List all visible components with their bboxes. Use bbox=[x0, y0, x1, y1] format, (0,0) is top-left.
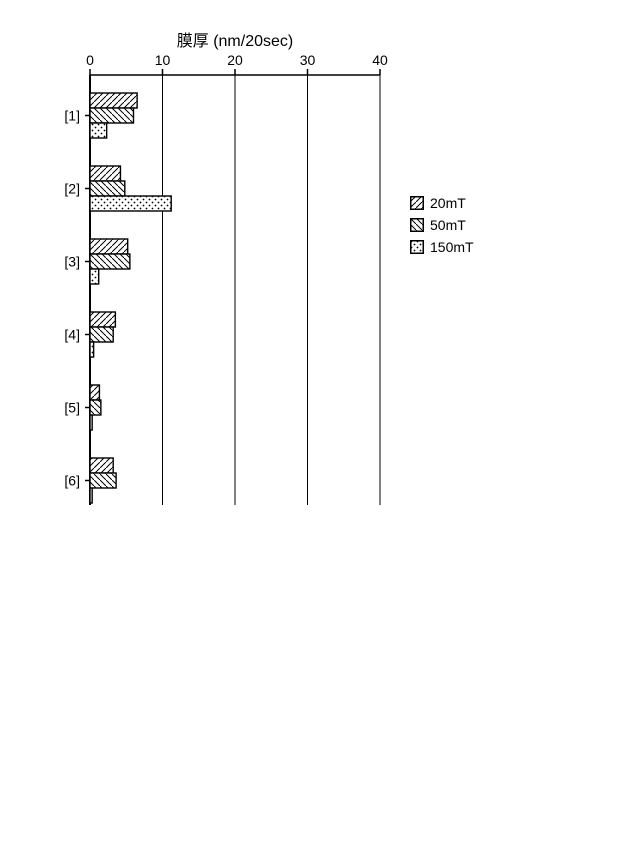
chart-title: 膜厚 (nm/20sec) bbox=[177, 32, 293, 50]
x-tick-label: 30 bbox=[300, 52, 316, 68]
x-tick-label: 40 bbox=[372, 52, 388, 68]
x-tick-label: 10 bbox=[155, 52, 171, 68]
legend-item: 50mT bbox=[410, 217, 474, 233]
bar bbox=[90, 400, 101, 415]
x-tick-label: 20 bbox=[227, 52, 243, 68]
legend-label: 50mT bbox=[430, 217, 466, 233]
bar bbox=[90, 108, 134, 123]
legend-swatch bbox=[410, 240, 424, 254]
bar bbox=[90, 123, 107, 138]
bar bbox=[90, 269, 99, 284]
legend-swatch bbox=[410, 218, 424, 232]
legend-item: 20mT bbox=[410, 195, 474, 211]
bar bbox=[90, 415, 92, 430]
category-label: [2] bbox=[64, 181, 80, 197]
bar-chart: 膜厚 (nm/20sec) 0 10 20 30 40 [1] [2] [3] [4] [5] [6] bbox=[40, 30, 600, 530]
x-tick-label: 0 bbox=[86, 52, 94, 68]
bar bbox=[90, 473, 116, 488]
legend-label: 150mT bbox=[430, 239, 474, 255]
legend-label: 20mT bbox=[430, 195, 466, 211]
legend-swatch bbox=[410, 196, 424, 210]
bar bbox=[90, 166, 120, 181]
chart-container: 膜厚 (nm/20sec) 0 10 20 30 40 [1] [2] [3] [4] [5] [6] bbox=[40, 30, 600, 535]
bar bbox=[90, 93, 137, 108]
category-label: [5] bbox=[64, 400, 80, 416]
bar bbox=[90, 488, 92, 503]
bar bbox=[90, 385, 99, 400]
legend-item: 150mT bbox=[410, 239, 474, 255]
bar bbox=[90, 254, 130, 269]
bar bbox=[90, 458, 113, 473]
category-label: [1] bbox=[64, 108, 80, 124]
bar bbox=[90, 181, 125, 196]
chart-legend: 20mT 50mT 150mT bbox=[410, 195, 474, 261]
bar bbox=[90, 327, 113, 342]
category-label: [3] bbox=[64, 254, 80, 270]
bar bbox=[90, 312, 115, 327]
bar bbox=[90, 196, 171, 211]
category-label: [4] bbox=[64, 327, 80, 343]
bar bbox=[90, 239, 128, 254]
category-label: [6] bbox=[64, 473, 80, 489]
page: { "chart": { "type": "bar-horizontal-gro… bbox=[0, 0, 640, 866]
bar bbox=[90, 342, 94, 357]
